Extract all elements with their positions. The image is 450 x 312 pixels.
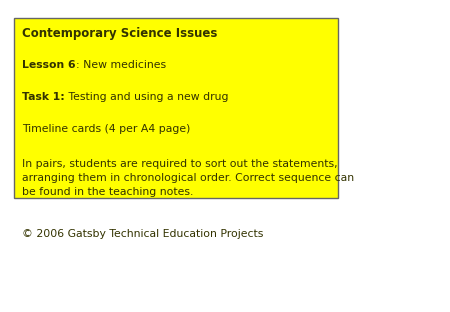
Text: Contemporary Science Issues: Contemporary Science Issues [22,27,217,40]
Text: In pairs, students are required to sort out the statements,
arranging them in ch: In pairs, students are required to sort … [22,159,354,197]
Text: : New medicines: : New medicines [76,60,166,70]
Text: Task 1:: Task 1: [22,92,65,102]
Text: Lesson 6: Lesson 6 [22,60,76,70]
Text: Timeline cards (4 per A4 page): Timeline cards (4 per A4 page) [22,124,190,134]
Text: Testing and using a new drug: Testing and using a new drug [65,92,228,102]
Text: © 2006 Gatsby Technical Education Projects: © 2006 Gatsby Technical Education Projec… [22,229,263,239]
FancyBboxPatch shape [14,18,338,198]
